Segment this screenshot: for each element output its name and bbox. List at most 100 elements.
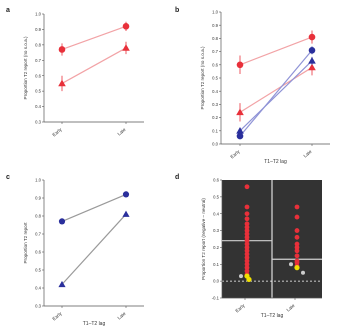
x-axis-label: T1–T2 lag — [83, 321, 106, 326]
panel-letter-d: d — [175, 174, 179, 181]
y-tick-label: 0.7 — [35, 232, 41, 237]
series-line — [61, 193, 127, 222]
x-tick-label: Early — [229, 148, 241, 159]
y-tick-label: 0.4 — [213, 211, 219, 216]
data-point — [58, 218, 66, 225]
data-point — [294, 214, 300, 220]
y-tick-label: 0.7 — [35, 58, 41, 63]
y-tick-label: 0.1 — [213, 262, 219, 267]
y-tick-label: 0.2 — [212, 115, 218, 120]
y-tick-label: 0.3 — [212, 102, 218, 107]
y-tick-label: 0.6 — [35, 250, 41, 255]
panel-letter-c: c — [6, 174, 10, 181]
data-point — [244, 268, 250, 274]
y-tick-label: -0.1 — [212, 296, 220, 301]
y-tick-label: 0.0 — [213, 279, 219, 284]
y-tick-label: 0.5 — [212, 76, 218, 81]
data-point — [294, 204, 300, 210]
y-axis-label: Proportion T2 report (no s.o.a.) — [200, 46, 205, 109]
series-line — [61, 47, 127, 84]
x-tick-label: Late — [303, 149, 313, 159]
x-tick-label: Early — [234, 302, 246, 313]
data-point — [244, 265, 250, 271]
data-point — [122, 210, 130, 217]
data-point — [308, 33, 316, 41]
y-tick-label: 0.5 — [35, 89, 41, 94]
data-point — [58, 280, 66, 288]
x-tick-label: Early — [51, 310, 63, 321]
data-point — [236, 132, 244, 140]
y-tick-label: 0.9 — [35, 196, 41, 201]
data-point — [244, 234, 250, 240]
panel-letter-a: a — [6, 7, 10, 14]
data-point — [244, 255, 250, 260]
x-tick-label: Late — [117, 127, 127, 137]
y-tick-label: 0.8 — [212, 36, 218, 41]
y-tick-label: 0.5 — [35, 268, 41, 273]
data-point — [289, 262, 293, 267]
y-axis-label: Proportion T2 report (negative – neutral… — [201, 198, 206, 280]
y-tick-label: 0.2 — [213, 245, 219, 250]
data-point — [294, 234, 300, 240]
series-line — [239, 36, 313, 66]
data-point — [58, 79, 66, 87]
data-point — [244, 216, 250, 222]
y-tick-label: 1.0 — [212, 10, 218, 15]
data-point — [244, 184, 250, 190]
data-point — [244, 224, 250, 230]
series-line — [61, 25, 127, 51]
data-point — [294, 260, 300, 265]
data-point — [244, 228, 250, 233]
y-tick-label: 0.0 — [212, 142, 218, 147]
y-tick-label: 0.6 — [213, 178, 219, 183]
data-point — [244, 204, 250, 210]
y-axis-label: Proportion T2 report (no s.o.a.) — [23, 36, 28, 99]
data-point — [294, 228, 300, 233]
data-point — [244, 248, 250, 254]
data-point — [122, 191, 130, 198]
y-tick-label: 0.8 — [35, 42, 41, 47]
y-tick-label: 1.0 — [35, 12, 41, 17]
y-axis-label: Proportion T2 report — [23, 222, 28, 264]
data-point — [122, 44, 130, 51]
y-tick-label: 0.4 — [35, 104, 41, 109]
data-point — [239, 274, 243, 279]
x-tick-label: Late — [117, 311, 127, 321]
series-line — [239, 60, 313, 132]
data-point — [308, 46, 316, 54]
y-tick-label: 0.4 — [35, 286, 41, 291]
data-point — [244, 221, 250, 227]
data-point — [244, 238, 250, 244]
series-line — [61, 213, 127, 285]
data-point — [244, 231, 250, 237]
data-point — [294, 265, 300, 271]
data-point — [236, 108, 244, 116]
data-point — [58, 46, 66, 53]
x-tick-label: Late — [286, 303, 296, 313]
data-point — [244, 261, 250, 267]
data-point — [236, 61, 244, 69]
data-point — [246, 276, 252, 283]
data-point — [308, 63, 316, 71]
y-tick-label: 0.3 — [35, 304, 41, 309]
y-tick-label: 0.8 — [35, 214, 41, 219]
x-tick-label: Early — [51, 126, 63, 137]
x-axis-label: T1–T2 lag — [261, 313, 284, 319]
x-axis-label: T1–T2 lag — [264, 159, 287, 165]
data-point — [308, 57, 316, 64]
y-tick-label: 0.4 — [212, 89, 218, 94]
data-point — [294, 253, 300, 259]
data-point — [301, 270, 305, 275]
panel-letter-b: b — [175, 7, 179, 14]
y-tick-label: 0.6 — [212, 62, 218, 67]
y-tick-label: 0.5 — [213, 194, 219, 199]
y-tick-label: 0.3 — [213, 228, 219, 233]
y-tick-label: 0.1 — [212, 128, 218, 133]
data-point — [244, 258, 250, 264]
y-tick-label: 1.0 — [35, 178, 41, 183]
data-point — [294, 248, 300, 254]
series-line — [239, 49, 313, 137]
y-tick-label: 0.9 — [212, 23, 218, 28]
y-tick-label: 0.9 — [35, 27, 41, 32]
